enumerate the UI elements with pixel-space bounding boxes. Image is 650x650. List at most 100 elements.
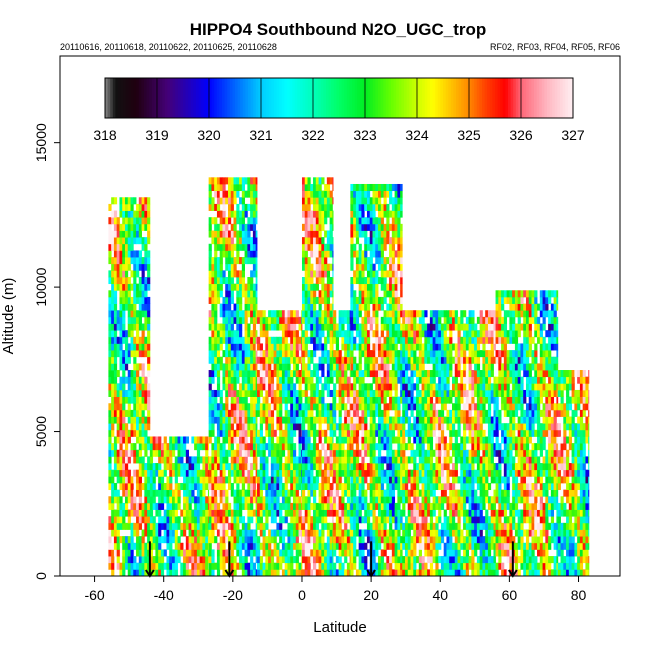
- heat-cell: [233, 350, 237, 358]
- heat-cell: [116, 423, 120, 431]
- heat-cell: [216, 549, 221, 557]
- heat-cell: [386, 536, 390, 544]
- heat-cell: [127, 549, 131, 557]
- heat-cell: [279, 482, 283, 491]
- heat-cell: [122, 476, 126, 484]
- heat-cell: [353, 549, 357, 557]
- heat-cell: [435, 463, 439, 471]
- heat-cell: [402, 456, 406, 464]
- heat-cell: [394, 363, 398, 371]
- heat-cell: [130, 270, 134, 278]
- heat-cell: [130, 476, 134, 484]
- heat-cell: [321, 217, 325, 225]
- heat-cell: [369, 350, 373, 358]
- heat-cell: [130, 217, 134, 225]
- heat-cell: [315, 429, 319, 437]
- heat-cell: [315, 316, 319, 324]
- heat-cell: [222, 303, 226, 311]
- heat-cell: [216, 210, 221, 218]
- heat-cell: [407, 536, 411, 544]
- heat-cell: [341, 449, 345, 457]
- heat-cell: [216, 290, 221, 298]
- heat-cell: [404, 376, 409, 384]
- heat-cell: [304, 542, 308, 550]
- heat-cell: [160, 449, 165, 457]
- heat-cell: [239, 529, 243, 537]
- heat-cell: [257, 409, 261, 417]
- heat-cell: [133, 323, 137, 331]
- heat-cell: [122, 522, 126, 530]
- heat-cell: [236, 516, 240, 524]
- heat-cell: [295, 522, 299, 530]
- heat-cell: [397, 549, 401, 557]
- heat-cell: [127, 436, 131, 444]
- heat-cell: [222, 190, 226, 198]
- heat-cell: [239, 549, 243, 557]
- heat-cell: [219, 549, 223, 557]
- heat-cell: [326, 423, 331, 431]
- heat-cell: [301, 330, 303, 338]
- heat-cell: [116, 562, 120, 570]
- heat-cell: [332, 350, 334, 358]
- heat-cell: [166, 443, 170, 451]
- heat-cell: [250, 536, 254, 544]
- heat-cell: [313, 336, 317, 344]
- heat-cell: [130, 489, 134, 497]
- heat-cell: [270, 569, 275, 577]
- heat-cell: [438, 443, 442, 451]
- heat-cell: [418, 522, 422, 530]
- heat-cell: [230, 556, 234, 564]
- heat-cell: [313, 542, 317, 550]
- heat-cell: [222, 223, 226, 231]
- heat-cell: [429, 376, 434, 384]
- heat-cell: [413, 350, 417, 358]
- heat-cell: [228, 197, 232, 205]
- heat-cell: [199, 456, 203, 464]
- heat-cell: [386, 203, 390, 211]
- heat-cell: [389, 436, 393, 444]
- heat-cell: [421, 396, 425, 404]
- heat-cell: [355, 429, 360, 437]
- heat-cell: [207, 569, 210, 577]
- heat-cell: [236, 509, 240, 517]
- heat-cell: [383, 277, 387, 285]
- heat-cell: [130, 330, 134, 338]
- heat-cell: [358, 277, 362, 285]
- heat-cell: [394, 516, 398, 524]
- heat-cell: [341, 542, 345, 550]
- heat-cell: [378, 370, 382, 378]
- heat-cell: [273, 429, 277, 437]
- heat-cell: [380, 456, 384, 464]
- heat-cell: [141, 290, 145, 298]
- heat-cell: [301, 290, 306, 298]
- heat-cell: [211, 336, 215, 344]
- heat-cell: [281, 389, 286, 397]
- heat-cell: [329, 463, 333, 471]
- heat-cell: [389, 449, 393, 457]
- heat-cell: [228, 363, 232, 371]
- heat-cell: [233, 436, 237, 444]
- heat-cell: [222, 350, 226, 358]
- heat-cell: [400, 489, 403, 497]
- heat-cell: [250, 449, 254, 457]
- heat-cell: [310, 429, 314, 437]
- heat-cell: [366, 296, 371, 304]
- heat-cell: [202, 522, 206, 530]
- heat-cell: [188, 549, 192, 557]
- heat-cell: [315, 190, 319, 198]
- heat-cell: [353, 463, 357, 471]
- heat-cell: [372, 197, 376, 205]
- heat-cell: [252, 476, 257, 484]
- heat-cell: [211, 237, 215, 245]
- heat-cell: [124, 409, 129, 417]
- heat-cell: [219, 257, 223, 265]
- heat-cell: [369, 429, 373, 437]
- heat-cell: [329, 436, 333, 444]
- heat-cell: [315, 223, 319, 231]
- heat-cell: [244, 536, 248, 544]
- heat-cell: [247, 489, 251, 497]
- heat-cell: [222, 277, 226, 285]
- heat-cell: [361, 436, 365, 444]
- heat-cell: [344, 509, 348, 517]
- heat-cell: [386, 323, 390, 331]
